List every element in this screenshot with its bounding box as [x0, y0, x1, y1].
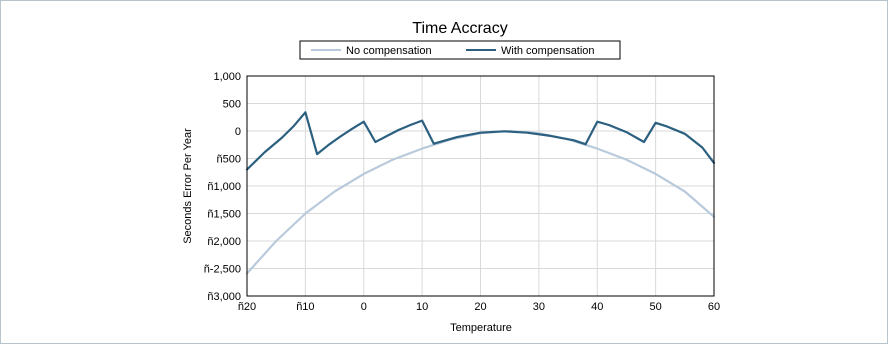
y-axis-label: Seconds Error Per Year	[182, 128, 194, 244]
x-axis-label: Temperature	[450, 322, 512, 334]
series-line-with-compensation	[245, 111, 716, 171]
x-tick-label: 60	[708, 301, 720, 313]
legend-label-no-compensation: No compensation	[346, 45, 432, 57]
y-tick-label: 1,000	[213, 71, 241, 83]
grid-lines	[246, 75, 715, 297]
y-tick-label: ñ500	[217, 154, 241, 166]
y-tick-label: 500	[223, 99, 241, 111]
y-tick-label: ñ2,000	[207, 236, 241, 248]
x-tick-label: 50	[650, 301, 662, 313]
plot-area-border	[246, 75, 715, 297]
x-tick-label: 40	[591, 301, 603, 313]
y-tick-label: ñ3,000	[207, 291, 241, 303]
x-tick-label: 20	[474, 301, 486, 313]
legend: No compensation With compensation	[299, 40, 621, 60]
x-tick-label: ñ10	[296, 301, 314, 313]
y-tick-label: ñ1,000	[207, 181, 241, 193]
y-tick-label: ñ1,500	[207, 209, 241, 221]
legend-label-with-compensation: With compensation	[501, 45, 595, 57]
legend-box	[299, 40, 621, 60]
x-tick-label: 10	[416, 301, 428, 313]
chart-title: Time Accracy	[412, 20, 507, 37]
tick-labels: ñ20 ñ10 0 10 20 30 40 50 60 1,000 500 0 ñ500 ñ1,000 ñ1…	[204, 71, 720, 313]
series-layer	[245, 111, 716, 275]
y-tick-label: ñ-2,500	[204, 264, 241, 276]
x-tick-label: 30	[533, 301, 545, 313]
x-tick-label: 0	[361, 301, 367, 313]
x-tick-label: ñ20	[238, 301, 256, 313]
y-tick-label: 0	[235, 126, 241, 138]
